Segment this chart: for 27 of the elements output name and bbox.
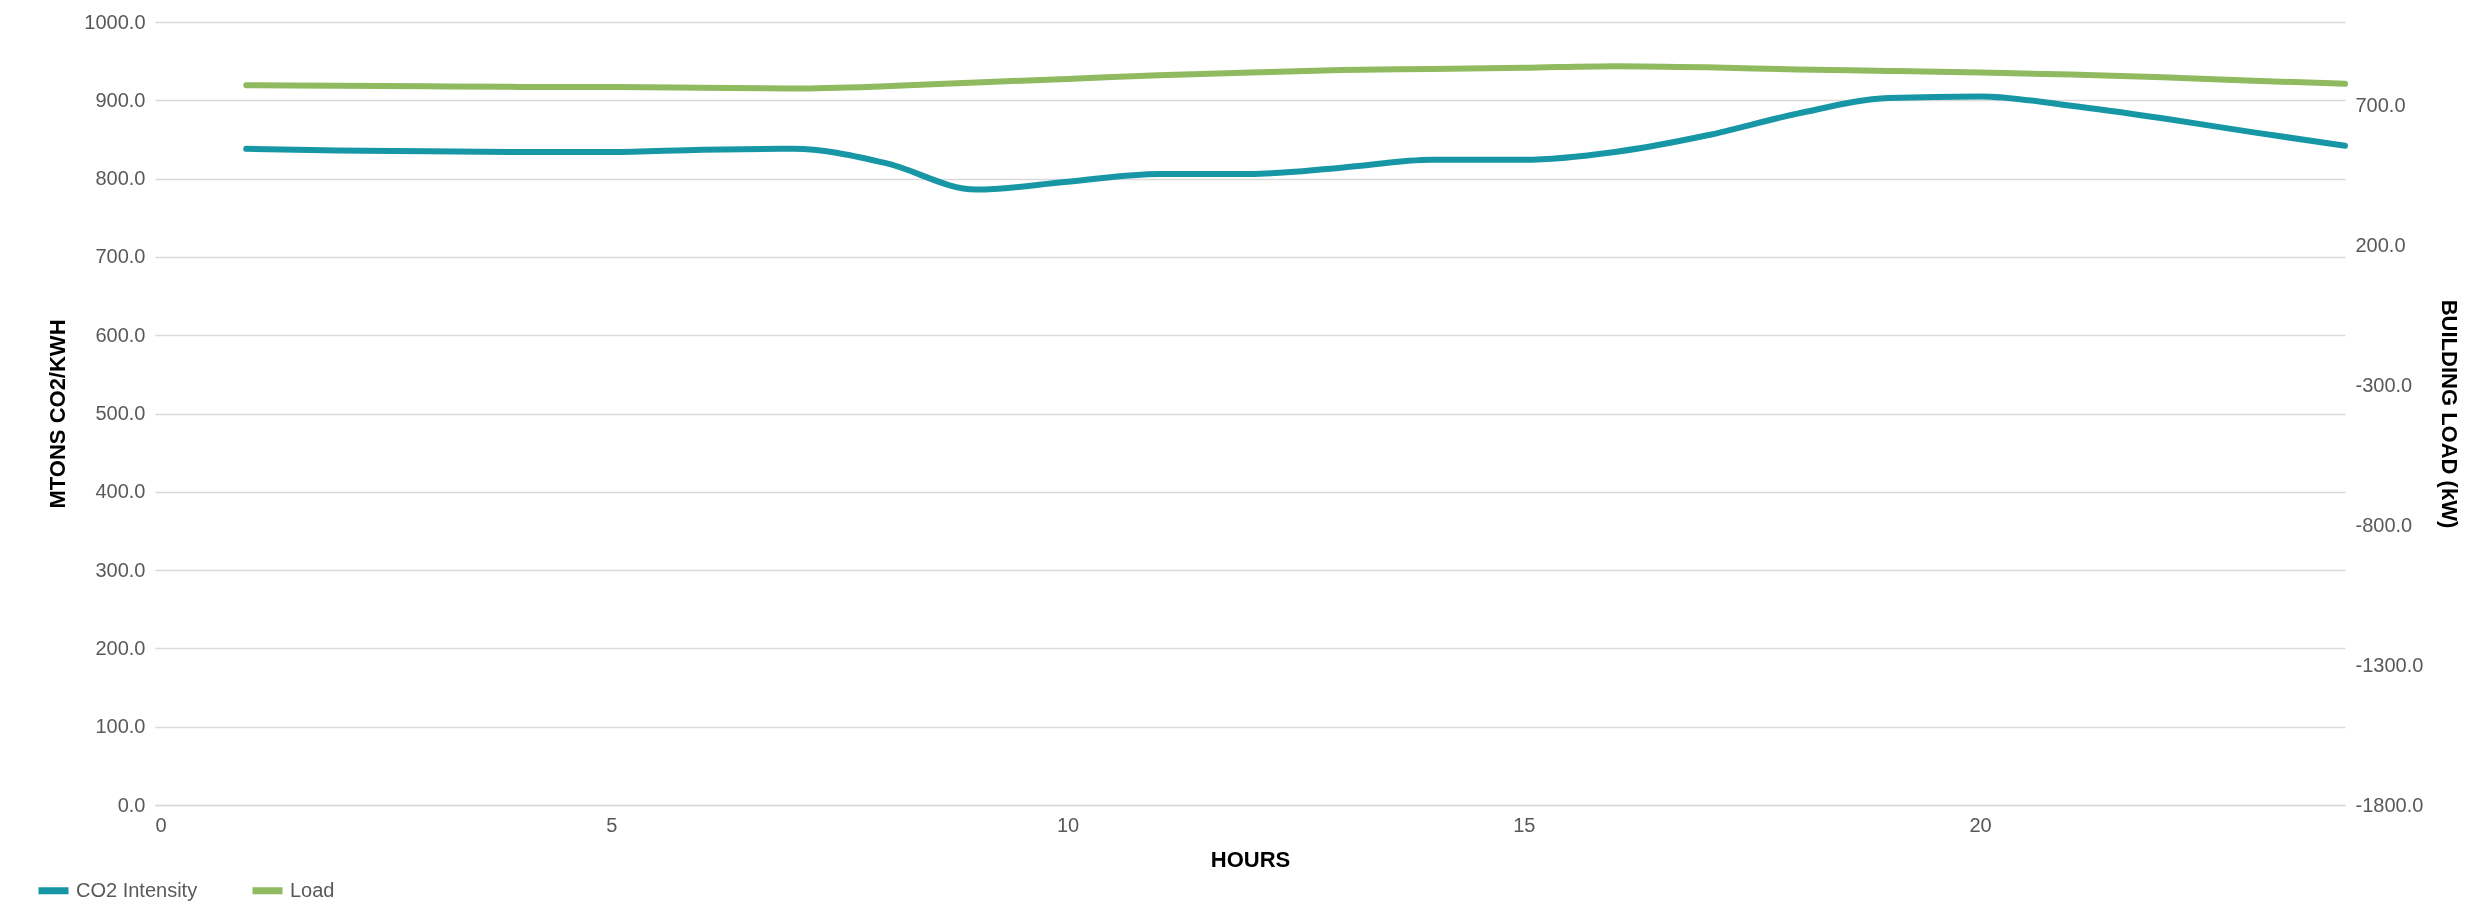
y2-tick-label: -1300.0: [2355, 653, 2424, 676]
x-tick-label: 15: [1513, 813, 1536, 836]
y-tick-label: 1000.0: [84, 10, 146, 33]
x-tick-label: 0: [155, 813, 167, 836]
y2-tick-label: 200.0: [2355, 234, 2406, 257]
y2-tick-label: -800.0: [2355, 513, 2413, 536]
y-tick-label: 0.0: [117, 793, 146, 816]
y2-tick-label: 700.0: [2355, 94, 2406, 117]
y-tick-label: 800.0: [95, 167, 146, 190]
y-tick-label: 600.0: [95, 323, 146, 346]
y2-axis-title: BUILDING LOAD (kW): [2437, 299, 2463, 529]
x-tick-label: 5: [606, 813, 618, 836]
x-tick-label: 20: [1969, 813, 1992, 836]
y-tick-label: 100.0: [95, 715, 146, 738]
y-tick-label: 500.0: [95, 402, 146, 424]
legend-label: Load: [290, 878, 335, 901]
x-axis-title: HOURS: [1210, 846, 1291, 872]
legend-label: CO2 Intensity: [76, 878, 198, 901]
y-tick-label: 300.0: [95, 558, 146, 581]
y-tick-label: 700.0: [95, 245, 146, 268]
y2-tick-label: -1800.0: [2355, 793, 2424, 816]
y2-tick-label: -300.0: [2355, 374, 2413, 397]
y-tick-label: 900.0: [95, 88, 146, 111]
y-tick-label: 200.0: [95, 636, 146, 659]
y-tick-label: 400.0: [95, 480, 146, 503]
x-tick-label: 10: [1056, 813, 1080, 836]
y-axis-title: MTONS CO2/KWH: [45, 319, 71, 509]
